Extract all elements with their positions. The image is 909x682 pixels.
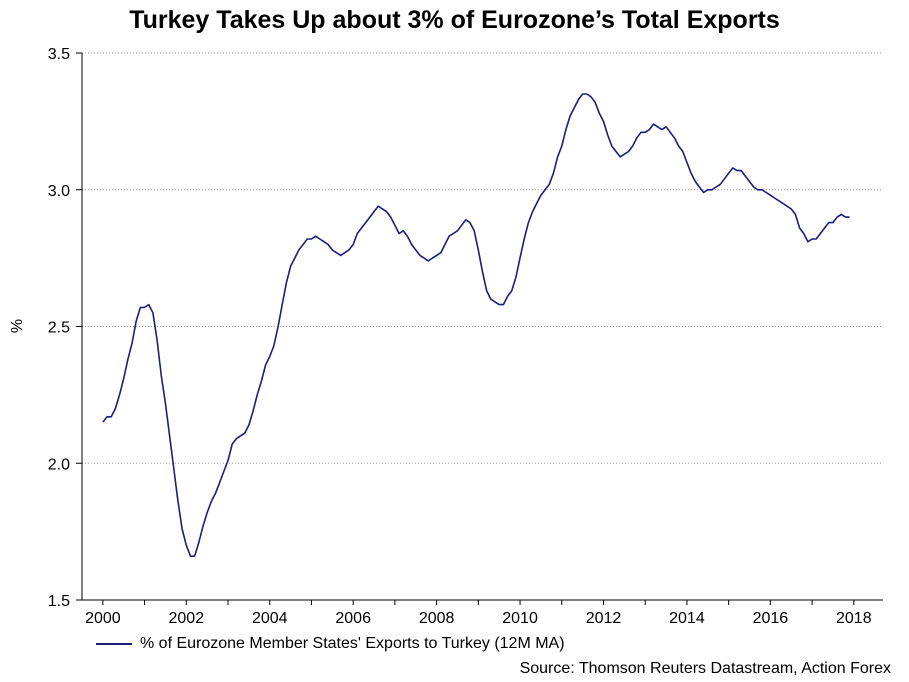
legend-swatch xyxy=(96,643,132,645)
x-tick-label: 2016 xyxy=(753,610,789,627)
series-group xyxy=(102,93,850,557)
y-axis-label: % xyxy=(9,319,26,333)
y-tick-label: 2.0 xyxy=(48,456,70,473)
series-line xyxy=(102,93,850,557)
x-tick-label: 2002 xyxy=(169,610,205,627)
source-note: Source: Thomson Reuters Datastream, Acti… xyxy=(519,660,891,677)
x-tick-label: 2004 xyxy=(252,610,288,627)
y-axis-ticks: 1.5 2.0 2.5 3.0 3.5 xyxy=(48,46,82,610)
y-tick-label: 1.5 xyxy=(48,593,70,610)
y-tick-label: 2.5 xyxy=(48,320,70,337)
chart-title: Turkey Takes Up about 3% of Eurozone’s T… xyxy=(129,6,780,34)
legend-label: % of Eurozone Member States' Exports to … xyxy=(140,635,565,652)
x-tick-label: 2010 xyxy=(502,610,538,627)
y-tick-label: 3.0 xyxy=(48,183,70,200)
x-tick-label: 2014 xyxy=(669,610,705,627)
x-tick-label: 2018 xyxy=(836,610,872,627)
x-tick-label: 2000 xyxy=(85,610,121,627)
gridlines xyxy=(82,52,883,464)
x-axis-ticks: 2000 2002 2004 2006 2008 2010 2012 2014 2016 2018 xyxy=(85,600,872,627)
x-tick-label: 2012 xyxy=(586,610,622,627)
x-tick-label: 2006 xyxy=(335,610,371,627)
legend: % of Eurozone Member States' Exports to … xyxy=(96,634,565,654)
x-tick-label: 2008 xyxy=(419,610,455,627)
y-tick-label: 3.5 xyxy=(48,46,70,63)
